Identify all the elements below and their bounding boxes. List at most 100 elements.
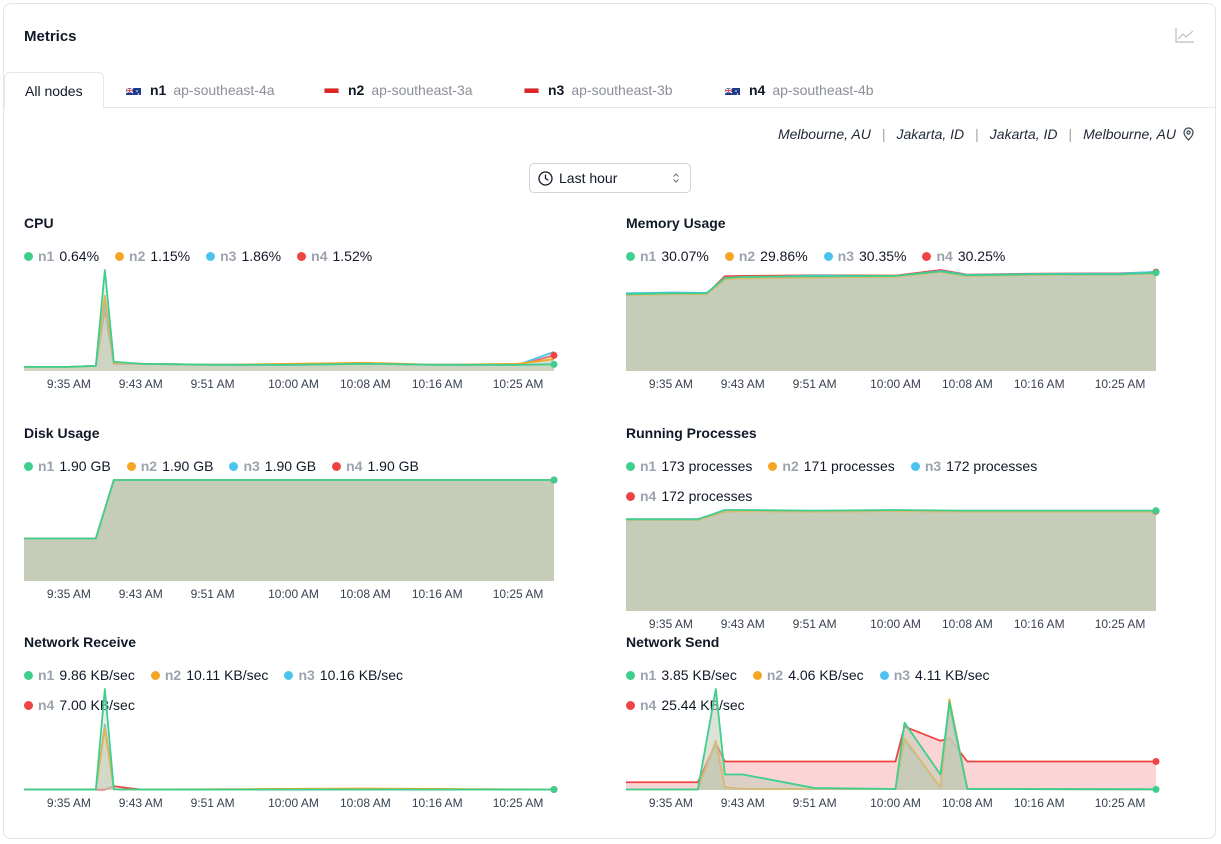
x-tick-label: 9:35 AM [47, 796, 91, 810]
metric-chart: 9:35 AM 9:43 AM 9:51 AM 10:00 AM 10:08 AM 10:… [24, 269, 558, 391]
x-tick-label: 10:25 AM [493, 587, 544, 601]
legend-value: 10.16 KB/sec [319, 667, 404, 683]
legend-item-n1: n1 3.85 KB/sec [626, 660, 737, 690]
legend-item-n4: n4 25.44 KB/sec [626, 690, 745, 720]
x-tick-label: 9:35 AM [649, 617, 693, 631]
tab-zone: ap-southeast-3a [371, 82, 473, 98]
legend-dot [332, 461, 342, 471]
legend-dot [768, 461, 778, 471]
end-point-n4 [1152, 758, 1160, 766]
legend-item-n2: n2 29.86% [724, 241, 808, 271]
legend-value: 0.64% [59, 248, 100, 264]
legend-value: 30.07% [661, 248, 709, 264]
legend-value: 10.11 KB/sec [186, 667, 269, 683]
metric-legend: n1 0.64% n2 1.15% n3 1.86% n4 1.52% [24, 241, 494, 271]
legend-dot [626, 461, 635, 471]
legend-item-n2: n2 10.11 KB/sec [150, 660, 269, 690]
legend-node: n1 [640, 248, 657, 264]
legend-item-n2: n2 1.90 GB [126, 451, 213, 481]
legend-item-n3: n3 172 processes [910, 451, 1037, 481]
legend-dot [115, 251, 125, 261]
metric-chart: 9:35 AM 9:43 AM 9:51 AM 10:00 AM 10:08 AM 10:… [625, 268, 1160, 391]
tab-n4[interactable]: n4 ap-southeast-4b [725, 72, 874, 108]
series-line-n1 [24, 688, 554, 791]
panel-title: Metrics [24, 28, 77, 45]
legend-item-n3: n3 10.16 KB/sec [284, 660, 403, 690]
legend-item-n3: n3 4.11 KB/sec [879, 660, 989, 690]
x-tick-label: 10:16 AM [1014, 796, 1065, 810]
legend-value: 25.44 KB/sec [661, 697, 745, 713]
legend-node: n3 [837, 248, 854, 264]
end-point-n1 [1152, 785, 1160, 793]
legend-node: n2 [782, 458, 799, 474]
area-n1 [626, 510, 1156, 611]
end-point-n1 [550, 360, 558, 368]
legend-item-n3: n3 1.90 GB [229, 451, 316, 481]
series-line-n1 [24, 269, 555, 368]
legend-dot [724, 251, 734, 261]
legend-dot [284, 670, 294, 680]
x-tick-label: 10:16 AM [412, 377, 463, 391]
legend-dot [922, 251, 932, 261]
legend-value: 171 processes [803, 458, 895, 474]
node-locations: Melbourne, AU | Jakarta, ID | Jakarta, I… [778, 126, 1195, 142]
metric-cpu: CPU n1 0.64% n2 1.15% n3 1.86% n4 1.52% 9:35 AM 9… [24, 215, 584, 405]
legend-node: n4 [346, 458, 363, 474]
x-tick-label: 10:08 AM [340, 587, 391, 601]
metric-title: Network Receive [24, 634, 137, 650]
legend-item-n4: n4 172 processes [626, 481, 752, 511]
legend-node: n2 [129, 248, 146, 264]
tab-label: All nodes [25, 82, 83, 99]
metric-legend: n1 173 processes n2 171 processes n3 172 proc… [626, 451, 1096, 511]
legend-item-n1: n1 173 processes [626, 451, 752, 481]
legend-node: n3 [893, 667, 911, 683]
legend-item-n4: n4 7.00 KB/sec [24, 690, 135, 720]
x-tick-label: 10:16 AM [412, 587, 463, 601]
tab-all-nodes[interactable]: All nodes [4, 72, 104, 109]
indonesia-flag-icon [324, 85, 339, 95]
legend-node: n4 [38, 697, 55, 713]
location-n3: Jakarta, ID [989, 126, 1058, 142]
legend-item-n3: n3 30.35% [823, 241, 906, 271]
legend-value: 1.90 GB [367, 458, 419, 474]
metric-legend: n1 1.90 GB n2 1.90 GB n3 1.90 GB n4 1.90 GB [24, 451, 494, 481]
panel-header: Metrics [4, 4, 1215, 72]
tab-n3[interactable]: n3 ap-southeast-3b [524, 72, 673, 108]
node-tabs: All nodes n1 ap-southeast-4a n2 ap-south… [4, 72, 1215, 109]
legend-dot [879, 670, 889, 680]
x-tick-label: 9:35 AM [47, 377, 91, 391]
location-n4: Melbourne, AU [1083, 126, 1176, 142]
metric-processes: Running Processes n1 173 processes n2 171 p… [626, 425, 1186, 645]
tab-n1[interactable]: n1 ap-southeast-4a [126, 72, 275, 108]
x-tick-label: 9:35 AM [47, 587, 91, 601]
metric-disk: Disk Usage n1 1.90 GB n2 1.90 GB n3 1.90 GB n4… [24, 425, 584, 615]
clock-icon [538, 170, 553, 186]
x-tick-label: 9:51 AM [793, 377, 837, 391]
series-line-n1 [626, 688, 1157, 791]
metric-chart: 9:35 AM 9:43 AM 9:51 AM 10:00 AM 10:08 AM 10:… [626, 688, 1160, 810]
area-n4 [626, 726, 1156, 790]
x-tick-label: 9:51 AM [191, 587, 235, 601]
tab-n2[interactable]: n2 ap-southeast-3a [324, 72, 473, 108]
metric-title: Memory Usage [626, 215, 726, 231]
metric-title: Disk Usage [24, 425, 100, 441]
legend-dot [626, 670, 635, 680]
indonesia-flag-icon [524, 85, 539, 95]
australia-flag-icon [725, 85, 740, 95]
legend-item-n4: n4 1.90 GB [332, 451, 419, 481]
metric-chart: 9:35 AM 9:43 AM 9:51 AM 10:00 AM 10:08 AM 10:… [24, 688, 558, 810]
legend-value: 30.25% [957, 248, 1006, 264]
chevron-up-down-icon [673, 173, 679, 183]
x-tick-label: 9:43 AM [721, 377, 765, 391]
x-tick-label: 9:43 AM [119, 377, 163, 391]
time-range-select[interactable]: Last hour [529, 163, 691, 193]
legend-value: 173 processes [661, 458, 753, 474]
legend-item-n1: n1 9.86 KB/sec [24, 660, 135, 690]
legend-item-n3: n3 1.86% [206, 241, 281, 271]
legend-node: n2 [766, 667, 784, 683]
x-tick-label: 10:16 AM [412, 796, 463, 810]
legend-dot [626, 251, 635, 261]
legend-value: 9.86 KB/sec [59, 667, 135, 683]
x-tick-label: 9:43 AM [119, 796, 163, 810]
line-chart-icon[interactable] [1175, 26, 1195, 44]
